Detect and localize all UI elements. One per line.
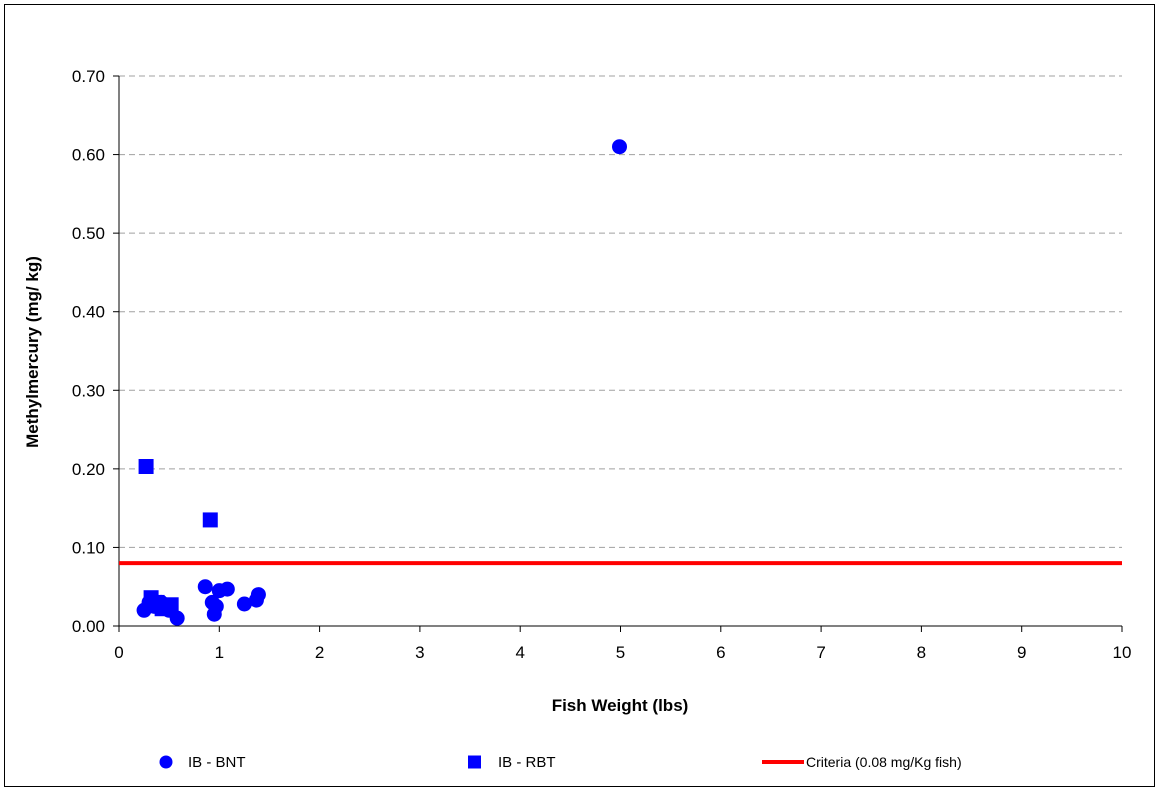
rbt-point [163, 597, 179, 613]
bnt-point [611, 139, 627, 155]
gridlines [119, 75, 1122, 548]
data-points [136, 139, 627, 626]
y-tick-label: 0.20 [72, 460, 105, 479]
y-tick-label: 0.10 [72, 538, 105, 557]
rbt-point [202, 512, 218, 528]
y-tick-label: 0.60 [72, 146, 105, 165]
x-tick-label: 1 [215, 643, 224, 662]
legend-marker-rbt [468, 755, 481, 769]
bnt-point [169, 610, 185, 626]
x-tick-label: 3 [415, 643, 424, 662]
y-tick-label: 0.00 [72, 617, 105, 636]
x-tick-label: 10 [1113, 643, 1132, 662]
y-axis-title: Methylmercury (mg/ kg) [23, 256, 42, 448]
tick-labels: 0.00 0.10 0.20 0.30 0.40 0.50 0.60 0.70 0 1 2 3 4 5 6 7… [72, 67, 1132, 662]
axes [113, 75, 1123, 632]
chart-frame [4, 4, 1155, 787]
legend-marker-bnt [159, 755, 173, 769]
x-tick-label: 8 [917, 643, 926, 662]
legend-label-criteria: Criteria (0.08 mg/Kg fish) [806, 754, 962, 770]
legend-label-bnt: IB - BNT [188, 754, 246, 771]
x-axis-title: Fish Weight (lbs) [552, 696, 689, 715]
y-tick-label: 0.70 [72, 67, 105, 86]
y-tick-label: 0.40 [72, 303, 105, 322]
x-tick-label: 6 [716, 643, 725, 662]
x-tick-label: 4 [515, 643, 524, 662]
x-tick-label: 9 [1017, 643, 1026, 662]
y-tick-label: 0.30 [72, 381, 105, 400]
y-tick-label: 0.50 [72, 224, 105, 243]
bnt-point [208, 598, 224, 614]
bnt-point [197, 579, 213, 595]
x-tick-label: 5 [616, 643, 625, 662]
bnt-point [250, 587, 266, 603]
bnt-point [236, 596, 252, 612]
x-tick-label: 0 [114, 643, 123, 662]
legend-label-rbt: IB - RBT [498, 754, 556, 771]
bnt-point [219, 581, 235, 597]
legend: IB - BNT IB - RBT Criteria (0.08 mg/Kg fis… [159, 754, 962, 771]
rbt-point [138, 459, 154, 474]
x-tick-label: 7 [816, 643, 825, 662]
x-tick-label: 2 [315, 643, 324, 662]
